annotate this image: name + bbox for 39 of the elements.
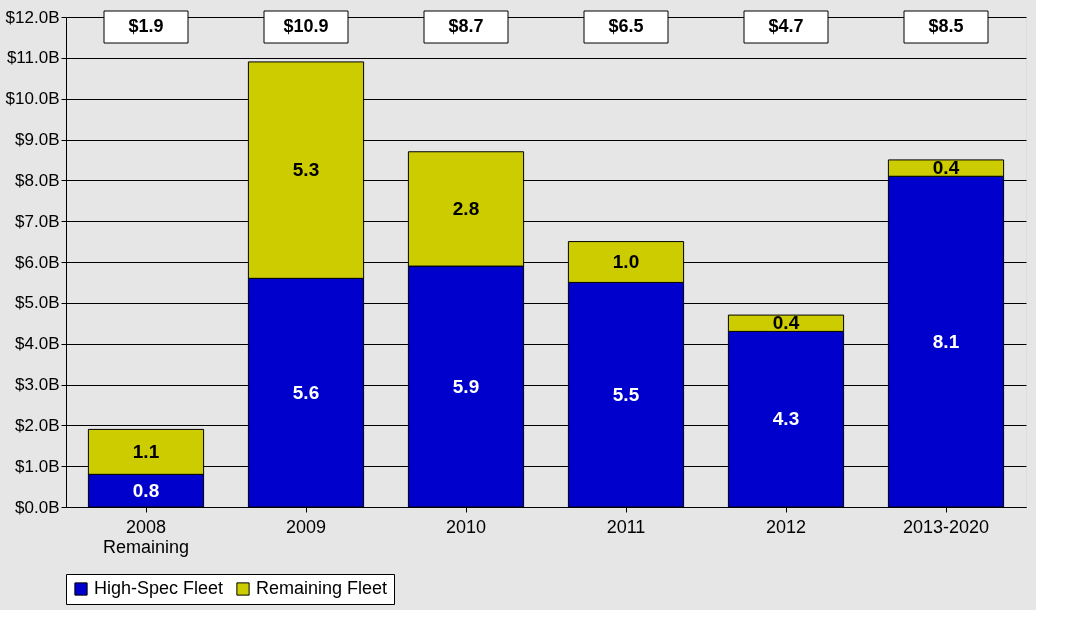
y-tick-label: $12.0B — [5, 7, 60, 27]
data-label: 0.4 — [772, 312, 800, 334]
data-label: 1.0 — [612, 251, 640, 272]
data-label: 0.4 — [932, 157, 960, 179]
data-label: 8.1 — [932, 330, 960, 352]
y-tick-label: $9.0B — [15, 130, 60, 149]
y-tick-label: $5.0B — [15, 293, 60, 313]
y-tick-label: $11.0B — [6, 48, 60, 68]
annotation: $4.7 — [768, 16, 804, 36]
x-tick-label: 2009 — [285, 516, 327, 537]
annotation: $8.5 — [928, 16, 964, 36]
y-tick-label: $10.0B — [5, 89, 60, 109]
legend-label: High-Spec Fleet — [94, 578, 224, 598]
data-label: 4.3 — [772, 408, 800, 430]
y-tick-label: $3.0B — [15, 375, 60, 394]
annotation: $6.5 — [608, 16, 644, 36]
x-tick-label: 2013-2020 — [902, 516, 990, 537]
annotation: $10.9 — [283, 16, 329, 36]
legend-label: Remaining Fleet — [256, 578, 388, 598]
data-label: 5.9 — [452, 375, 480, 397]
x-tick-label: 2008 Remaining — [102, 516, 190, 557]
y-tick-label: $4.0B — [15, 334, 60, 354]
x-tick-label: 2011 — [606, 516, 646, 537]
data-label: 5.3 — [292, 159, 320, 181]
y-tick-label: $7.0B — [15, 211, 60, 231]
y-tick-label: $2.0B — [15, 415, 60, 435]
data-label: 0.8 — [132, 479, 160, 501]
y-tick-label: $0.0B — [15, 497, 60, 517]
data-label: 2.8 — [452, 197, 480, 219]
data-label: 5.5 — [612, 383, 640, 405]
x-tick-label: 2012 — [765, 516, 807, 537]
y-tick-label: $1.0B — [15, 456, 60, 476]
y-tick-label: $6.0B — [15, 252, 60, 272]
y-tick-label: $8.0B — [15, 170, 60, 190]
annotation: $8.7 — [448, 16, 484, 36]
data-label: 1.1 — [132, 440, 160, 462]
annotation: $1.9 — [128, 16, 164, 36]
data-label: 5.6 — [292, 381, 320, 403]
x-tick-label: 2010 — [445, 516, 487, 537]
